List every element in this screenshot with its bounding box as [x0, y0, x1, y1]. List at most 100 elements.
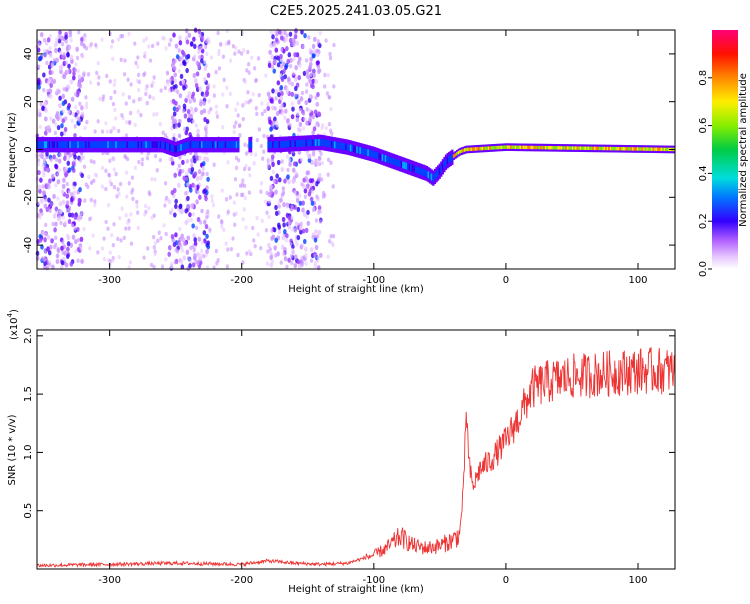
spectrogram-track-core — [319, 138, 322, 146]
spectrogram-noise-cell — [311, 78, 316, 84]
spectrogram-noise-cell — [96, 250, 100, 255]
spectrogram-track-core — [551, 146, 554, 150]
spectrogram-noise-cell — [38, 153, 42, 158]
spectrogram-noise-cell — [287, 257, 291, 263]
spectrogram-noise-cell — [174, 232, 178, 238]
spectrogram-noise-cell — [286, 174, 290, 180]
spectrogram-track-core — [624, 147, 627, 151]
spectrogram-track-core — [449, 154, 452, 162]
spectrogram-noise-cell — [131, 196, 135, 202]
spectrogram-noise-cell — [66, 51, 70, 57]
spectrogram-noise-cell — [66, 69, 70, 74]
spectrogram-y-tick-label: 40 — [23, 48, 34, 61]
spectrogram-noise-cell — [211, 202, 216, 208]
spectrogram-noise-cell — [281, 190, 286, 196]
spectrogram-noise-cell — [329, 234, 333, 239]
spectrogram-track-core — [102, 141, 105, 149]
spectrogram-noise-cell — [185, 126, 189, 132]
spectrogram-track-core — [652, 147, 655, 151]
spectrogram-track-core — [402, 161, 405, 169]
spectrogram-noise-cell — [276, 55, 281, 61]
spectrogram-noise-cell — [112, 82, 116, 88]
spectrogram-noise-cell — [38, 237, 43, 243]
spectrogram-noise-cell — [295, 197, 300, 203]
spectrogram-noise-cell — [217, 66, 222, 71]
spectrogram-noise-cell — [104, 168, 108, 174]
spectrogram-noise-cell — [167, 42, 172, 47]
spectrogram-track-core — [85, 141, 88, 149]
spectrogram-track-core — [463, 148, 467, 152]
spectrogram-noise-cell — [246, 49, 250, 55]
spectrogram-noise-cell — [76, 258, 80, 263]
spectrogram-noise-cell — [265, 190, 269, 196]
spectrogram-noise-cell — [43, 130, 48, 136]
spectrogram-noise-cell — [128, 260, 133, 265]
spectrogram-noise-cell — [46, 234, 51, 240]
spectrogram-noise-cell — [232, 124, 237, 129]
spectrogram-noise-cell — [53, 227, 57, 233]
spectrogram-noise-cell — [194, 123, 198, 128]
spectrogram-track-core — [532, 145, 535, 150]
spectrogram-noise-cell — [204, 196, 208, 202]
spectrogram-noise-cell — [143, 212, 147, 217]
spectrogram-track-core — [563, 146, 567, 150]
spectrogram-noise-cell — [328, 239, 332, 244]
spectrogram-noise-cell — [165, 195, 169, 201]
spectrogram-noise-cell — [161, 130, 165, 135]
spectrogram-noise-cell — [261, 156, 265, 161]
spectrogram-noise-cell — [220, 224, 224, 229]
spectrogram-noise-cell — [51, 118, 56, 124]
spectrogram-noise-cell — [186, 53, 191, 59]
spectrogram-noise-cell — [198, 175, 203, 181]
spectrogram-noise-cell — [308, 118, 312, 124]
spectrogram-noise-cell — [67, 189, 72, 195]
spectrogram-noise-cell — [267, 214, 271, 220]
spectrogram-noise-cell — [49, 244, 53, 250]
spectrogram-noise-cell — [57, 158, 62, 164]
spectrogram-noise-cell — [143, 71, 147, 76]
spectrogram-track-core — [216, 141, 219, 149]
spectrogram-noise-cell — [194, 78, 198, 84]
spectrogram-noise-cell — [119, 238, 123, 243]
spectrogram-noise-cell — [52, 193, 56, 200]
spectrogram-track-core — [530, 145, 533, 150]
spectrogram-noise-cell — [304, 252, 308, 258]
spectrogram-noise-cell — [100, 37, 104, 42]
spectrogram-track-core — [419, 167, 422, 175]
spectrogram-noise-cell — [61, 199, 66, 205]
spectrogram-noise-cell — [269, 98, 274, 104]
spectrogram-noise-cell — [65, 166, 69, 171]
spectrogram-noise-cell — [245, 68, 249, 73]
spectrogram-noise-cell — [317, 42, 322, 49]
spectrogram-track-core — [468, 147, 471, 152]
spectrogram-noise-cell — [277, 92, 281, 98]
spectrogram-noise-cell — [78, 158, 83, 163]
spectrogram-noise-cell — [273, 116, 277, 122]
spectrogram-noise-cell — [290, 204, 294, 209]
spectrogram-track-core — [121, 141, 124, 149]
spectrogram-noise-cell — [137, 159, 141, 165]
spectrogram-noise-cell — [114, 171, 118, 177]
spectrogram-noise-cell — [328, 55, 333, 61]
spectrogram-noise-cell — [214, 104, 218, 109]
spectrogram-noise-cell — [241, 217, 245, 222]
spectrogram-noise-cell — [40, 256, 45, 261]
spectrogram-noise-cell — [207, 109, 211, 114]
spectrogram-track-core — [478, 146, 481, 151]
spectrogram-track-core — [552, 146, 555, 150]
spectrogram-noise-cell — [51, 264, 55, 270]
spectrogram-track-core — [180, 144, 183, 151]
spectrogram-noise-cell — [147, 44, 151, 49]
spectrogram-noise-cell — [67, 103, 71, 109]
spectrogram-track-core — [490, 146, 494, 150]
spectrogram-noise-cell — [56, 172, 60, 177]
spectrogram-noise-cell — [63, 155, 67, 162]
spectrogram-noise-cell — [94, 173, 99, 178]
spectrogram-track-core — [611, 146, 614, 151]
spectrogram-track-core — [348, 144, 351, 152]
spectrogram-track-core — [421, 168, 424, 176]
spectrogram-noise-cell — [135, 204, 139, 209]
spectrogram-track-core — [384, 155, 387, 163]
spectrogram-track-core — [639, 147, 643, 151]
spectrogram-noise-cell — [89, 197, 93, 203]
